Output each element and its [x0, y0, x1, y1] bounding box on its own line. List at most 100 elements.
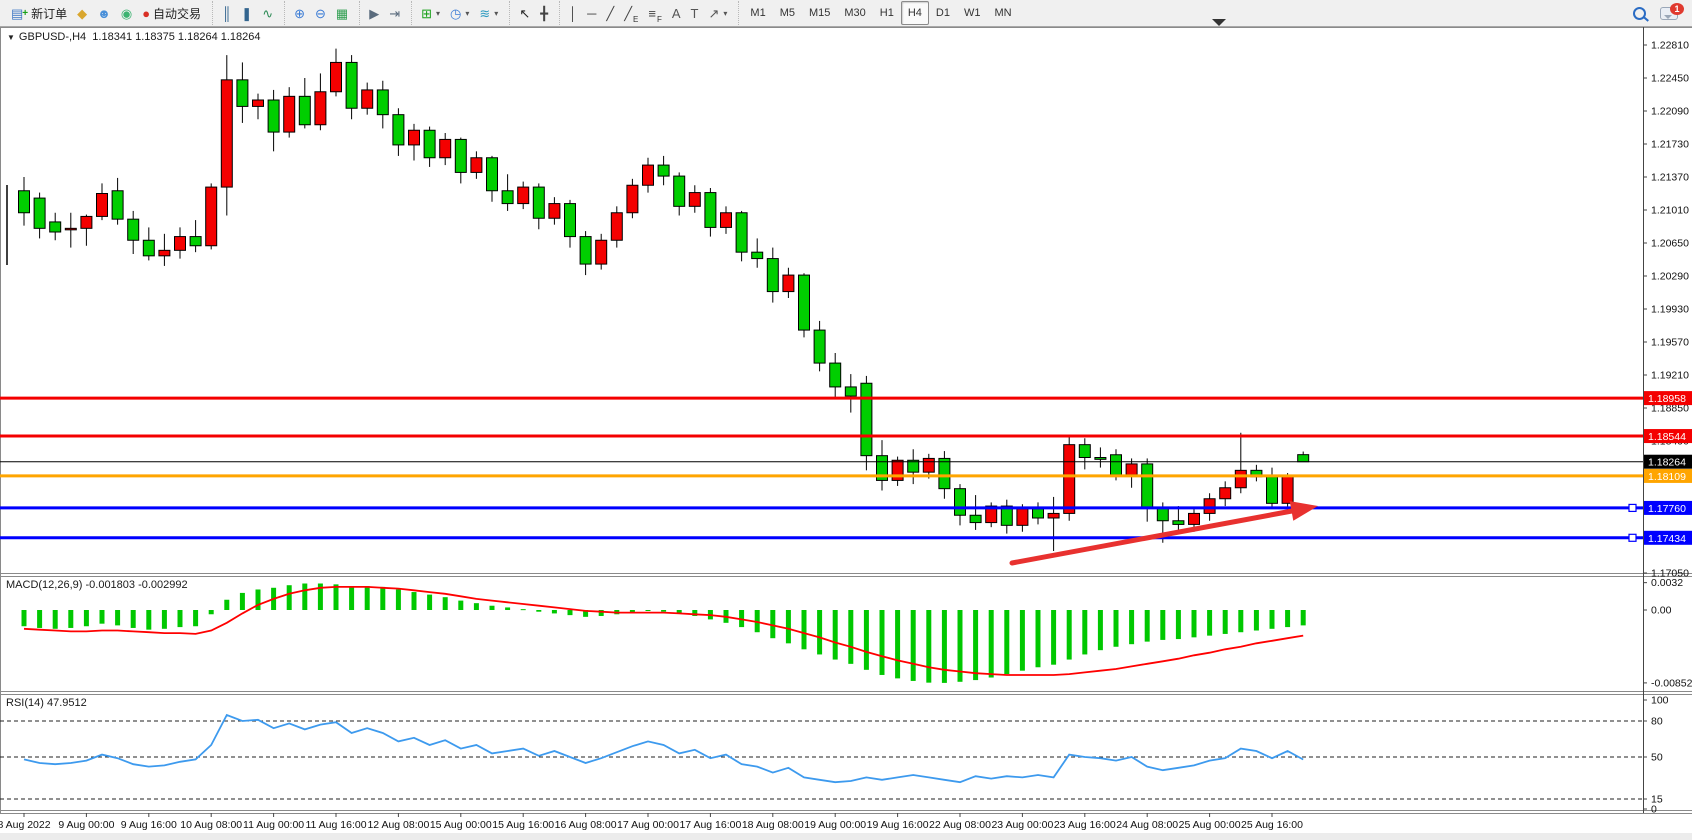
candle — [595, 239, 608, 265]
toolbar-styler-button[interactable]: ◆ — [72, 1, 92, 25]
candle — [127, 218, 140, 241]
toolbar-arrows-tool-button[interactable]: ↗ ▾ — [704, 1, 733, 25]
toolbar-periods-button[interactable]: ◷ ▾ — [445, 1, 474, 25]
macd-bar — [973, 610, 979, 681]
timeframe-d1-button[interactable]: D1 — [935, 7, 950, 19]
candle — [1094, 457, 1107, 460]
macd-bar — [115, 610, 121, 626]
search-icon[interactable] — [1633, 6, 1646, 20]
toolbar-chart-line-button[interactable]: ∿ — [257, 1, 278, 25]
chat-icon[interactable]: 1 — [1660, 2, 1684, 20]
candle — [1266, 476, 1278, 504]
toolbar-indicators-button[interactable]: ⊞ ▾ — [416, 1, 445, 25]
toolbar-templates-button[interactable]: ≋ ▾ — [474, 1, 503, 25]
toolbar-new-order-button[interactable]: ▤ + 新订单 — [6, 1, 72, 25]
candle — [439, 138, 452, 159]
candle — [1172, 520, 1185, 525]
rsi-tick-label: 15 — [1651, 794, 1663, 806]
macd-bar — [442, 597, 448, 610]
toolbar-zoom-in-button[interactable]: ⊕ — [289, 1, 310, 25]
macd-bar — [83, 610, 89, 627]
date-tick-label: 12 Aug 08:00 — [367, 819, 429, 831]
macd-bar — [302, 583, 308, 610]
macd-bar — [505, 607, 511, 610]
date-axis[interactable]: 8 Aug 2022 9 Aug 00:00 9 Aug 16:00 10 Aug 0… — [0, 813, 1303, 831]
toolbar-text-label-button[interactable]: T — [686, 1, 704, 25]
candle — [96, 193, 108, 217]
symbol-dropdown-icon[interactable]: ▼ — [7, 33, 15, 42]
toolbar-chart-bars-button[interactable]: ║ — [217, 1, 236, 25]
macd-bar — [1097, 610, 1103, 651]
chevron-down-icon: ▾ — [436, 8, 441, 18]
candle — [938, 457, 951, 490]
ohlc-values: 1.18341 1.18375 1.18264 1.18264 — [92, 31, 261, 43]
macd-bar — [317, 583, 323, 610]
toolbar-cursor-button[interactable]: ↖ — [514, 1, 535, 25]
toolbar-trendline-button[interactable]: ╱ — [601, 1, 619, 25]
price-badge — [1644, 468, 1692, 483]
date-tick-label: 25 Aug 16:00 — [1241, 819, 1303, 831]
candle — [252, 99, 264, 107]
timeframe-m15-button[interactable]: M15 — [808, 7, 831, 19]
macd-bar — [177, 610, 183, 628]
candle — [314, 91, 327, 126]
macd-bar — [146, 610, 152, 630]
candle — [798, 274, 810, 331]
chart-shift-marker-icon[interactable] — [1212, 19, 1226, 26]
cursor-icon: ↖ — [519, 5, 531, 21]
candle — [283, 95, 296, 133]
line-drag-handle[interactable] — [1628, 533, 1637, 542]
toolbar-equidistant-channel-button[interactable]: ╱ E — [619, 1, 643, 25]
trend-arrow-head-icon[interactable] — [1289, 501, 1318, 521]
signals-icon: ◉ — [120, 5, 133, 21]
price-badge-label: 1.17434 — [1648, 533, 1686, 545]
candle — [844, 386, 857, 397]
candle — [532, 186, 545, 219]
macd-bar — [193, 610, 199, 627]
timeframe-h4-button[interactable]: H4 — [900, 1, 929, 25]
timeframe-m1-button[interactable]: M1 — [750, 7, 766, 19]
line-drag-handle[interactable] — [1628, 503, 1637, 513]
toolbar-text-button[interactable]: A — [667, 1, 686, 25]
timeframe-m30-button[interactable]: M30 — [844, 7, 866, 19]
toolbar-signals-button[interactable]: ◉ — [116, 1, 137, 25]
toolbar-tile-windows-button[interactable]: ▦ — [331, 1, 353, 25]
macd-bar — [941, 610, 947, 683]
toolbar-community-button[interactable]: ☻ — [92, 1, 116, 25]
candle — [1000, 505, 1013, 526]
pane-borders — [0, 27, 1692, 840]
timeframe-m5-button[interactable]: M5 — [779, 7, 795, 19]
toolbar-horizontal-line-button[interactable]: ─ — [582, 1, 601, 25]
timeframe-mn-button[interactable]: MN — [994, 7, 1012, 19]
auto-scroll-icon: ▶ — [369, 5, 380, 21]
timeframe-w1-button[interactable]: W1 — [963, 7, 981, 19]
macd-bar — [848, 610, 854, 664]
macd-bar — [224, 599, 230, 610]
candle — [454, 138, 467, 173]
toolbar-auto-trading-button[interactable]: ● 自动交易 — [137, 1, 206, 25]
community-icon: ☻ — [97, 5, 111, 21]
price-axis[interactable]: 1.22810 1.22450 1.22090 1.21730 1.21370 1.210… — [1643, 40, 1692, 580]
price-tick-label: 1.22810 — [1651, 40, 1689, 52]
toolbar-chart-candles-button[interactable]: ❚ — [236, 1, 257, 25]
candle — [423, 129, 436, 159]
date-tick-label: 17 Aug 00:00 — [617, 819, 679, 831]
toolbar-fibonacci-button[interactable]: ≡ F — [643, 1, 666, 25]
date-tick-label: 18 Aug 08:00 — [742, 819, 804, 831]
price-tick-label: 1.21730 — [1651, 139, 1689, 151]
macd-bar — [910, 610, 916, 681]
price-tick-label: 1.22450 — [1651, 73, 1689, 85]
toolbar-chart-shift-button[interactable]: ⇥ — [384, 1, 405, 25]
timeframe-h1-button[interactable]: H1 — [879, 7, 894, 19]
toolbar-vertical-line-button[interactable]: │ — [564, 1, 582, 25]
candle — [33, 197, 46, 229]
toolbar-zoom-out-button[interactable]: ⊖ — [310, 1, 331, 25]
toolbar-auto-scroll-button[interactable]: ▶ — [364, 1, 384, 25]
candle — [80, 215, 93, 229]
trend-arrow-shaft[interactable] — [1009, 508, 1295, 566]
toolbar-crosshair-button[interactable]: ╋ — [535, 1, 553, 25]
candle — [236, 79, 249, 107]
candle — [1110, 454, 1122, 476]
